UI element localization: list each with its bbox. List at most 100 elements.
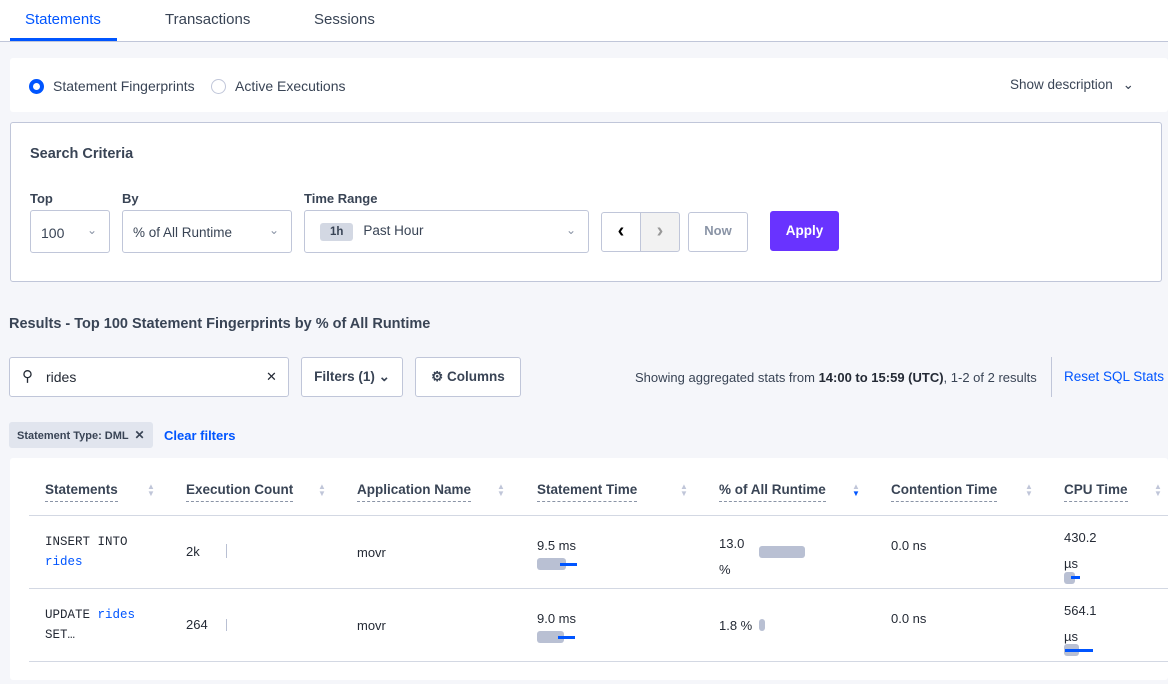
- search-input[interactable]: ⚲ rides ✕: [9, 357, 289, 397]
- sort-icon[interactable]: ▲ ▼: [680, 482, 688, 498]
- runtime-bar: [759, 619, 765, 631]
- cpu-time-deviation: [1071, 576, 1080, 579]
- radio-label-fingerprints[interactable]: Statement Fingerprints: [53, 78, 195, 94]
- remove-filter-icon[interactable]: ✕: [134, 428, 145, 442]
- cpu-time: 430.2 µs: [1064, 525, 1097, 577]
- chevron-down-icon: ⌄: [565, 223, 576, 237]
- time-range-select[interactable]: 1h Past Hour ⌄: [304, 210, 589, 253]
- statement-time-deviation: [558, 636, 575, 639]
- sort-icon[interactable]: ▲ ▼: [147, 482, 155, 498]
- columns-button[interactable]: ⚙ Columns: [415, 357, 521, 397]
- active-tab-indicator: [10, 38, 117, 41]
- cpu-value: 564.1: [1064, 603, 1097, 618]
- search-icon: ⚲: [22, 368, 33, 385]
- time-range-label: Time Range: [304, 191, 378, 206]
- show-description-label: Show description: [1010, 77, 1113, 92]
- column-header-contention-time[interactable]: Contention Time: [891, 482, 998, 502]
- columns-label: Columns: [447, 369, 505, 384]
- sort-icon[interactable]: ▲ ▼: [1025, 482, 1033, 498]
- statement-time: 9.0 ms: [537, 611, 577, 626]
- column-header-execution-count[interactable]: Execution Count: [186, 482, 294, 502]
- runtime-value: 13.0: [719, 536, 745, 551]
- column-header-runtime[interactable]: % of All Runtime: [719, 482, 826, 502]
- contention-time: 0.0 ns: [891, 611, 927, 626]
- sort-icon[interactable]: ▲ ▼: [318, 482, 326, 498]
- top-value: 100: [41, 225, 65, 241]
- chevron-down-icon: ⌄: [1122, 77, 1134, 92]
- statements-table: [10, 458, 1168, 680]
- runtime-bar: [759, 546, 805, 558]
- top-label: Top: [30, 191, 53, 206]
- execution-count: 264: [186, 617, 208, 632]
- statement-time-bar: [537, 631, 564, 643]
- chevron-left-icon: ‹: [617, 220, 625, 242]
- time-badge: 1h: [320, 223, 354, 241]
- show-description-button[interactable]: Show description ⌄: [1010, 77, 1134, 93]
- statement-text[interactable]: INSERT INTO rides: [45, 532, 128, 572]
- sort-icon[interactable]: ▲ ▼: [497, 482, 505, 498]
- time-next-button[interactable]: ›: [640, 212, 680, 252]
- application-name: movr: [357, 545, 386, 560]
- filters-button[interactable]: Filters (1) ⌄: [301, 357, 403, 397]
- execution-count: 2k: [186, 544, 200, 559]
- chevron-down-icon: ⌄: [378, 369, 390, 384]
- column-header-statements[interactable]: Statements: [45, 482, 118, 502]
- statement-link[interactable]: rides: [45, 555, 83, 569]
- stats-suffix: , 1-2 of 2 results: [943, 370, 1037, 385]
- tab-bar: Statements Transactions Sessions: [0, 0, 1168, 42]
- now-button[interactable]: Now: [688, 212, 748, 252]
- stats-summary: Showing aggregated stats from 14:00 to 1…: [635, 370, 1037, 385]
- search-criteria-panel: [10, 122, 1162, 282]
- reset-sql-stats-link[interactable]: Reset SQL Stats: [1064, 369, 1165, 384]
- by-select[interactable]: % of All Runtime ⌄: [122, 210, 292, 253]
- contention-time: 0.0 ns: [891, 538, 927, 553]
- stats-range: 14:00 to 15:59 (UTC): [818, 370, 944, 385]
- runtime-percent: 1.8 %: [719, 618, 753, 633]
- divider: [1051, 357, 1052, 397]
- count-bar: [226, 544, 227, 558]
- cpu-value: 430.2: [1064, 530, 1097, 545]
- time-prev-button[interactable]: ‹: [601, 212, 641, 252]
- search-criteria-title: Search Criteria: [30, 146, 134, 162]
- results-title: Results - Top 100 Statement Fingerprints…: [9, 316, 431, 332]
- chevron-down-icon: ⌄: [86, 223, 97, 237]
- by-value: % of All Runtime: [133, 225, 233, 240]
- count-bar: [226, 619, 227, 631]
- divider: [29, 588, 1168, 589]
- tab-statements[interactable]: Statements: [25, 11, 101, 28]
- top-select[interactable]: 100 ⌄: [30, 210, 110, 253]
- statement-time-bar: [537, 558, 566, 570]
- chevron-down-icon: ⌄: [268, 223, 279, 237]
- chevron-right-icon: ›: [656, 220, 664, 242]
- tab-sessions[interactable]: Sessions: [314, 11, 375, 28]
- tab-transactions[interactable]: Transactions: [165, 11, 251, 28]
- sort-icon[interactable]: ▲ ▼: [1154, 482, 1162, 498]
- sort-desc-icon[interactable]: ▲ ▼: [852, 482, 860, 498]
- filters-label: Filters (1): [314, 369, 375, 384]
- statement-part: SET…: [45, 628, 76, 642]
- column-header-statement-time[interactable]: Statement Time: [537, 482, 638, 502]
- radio-label-active[interactable]: Active Executions: [235, 78, 346, 94]
- cpu-time-bar: [1064, 572, 1075, 584]
- statement-link[interactable]: rides: [97, 608, 136, 622]
- clear-filters-link[interactable]: Clear filters: [164, 428, 236, 443]
- filter-chip-label: Statement Type: DML: [17, 430, 129, 442]
- radio-active-executions[interactable]: [211, 79, 226, 94]
- column-header-cpu-time[interactable]: CPU Time: [1064, 482, 1128, 502]
- apply-button[interactable]: Apply: [770, 211, 839, 251]
- stats-prefix: Showing aggregated stats from: [635, 370, 819, 385]
- statement-text[interactable]: UPDATE rides SET…: [45, 605, 135, 645]
- filter-chip: Statement Type: DML ✕: [9, 422, 153, 448]
- search-value: rides: [46, 369, 77, 385]
- view-toggle-panel: [10, 58, 1168, 112]
- statement-part: INSERT INTO: [45, 535, 128, 549]
- runtime-percent: 13.0%: [719, 531, 744, 583]
- radio-statement-fingerprints[interactable]: [29, 79, 44, 94]
- clear-search-icon[interactable]: ✕: [266, 369, 277, 384]
- by-label: By: [122, 191, 139, 206]
- column-header-application-name[interactable]: Application Name: [357, 482, 472, 502]
- time-value: Past Hour: [363, 223, 424, 238]
- divider: [29, 661, 1168, 662]
- cpu-time: 564.1 µs: [1064, 598, 1097, 650]
- statement-time-deviation: [560, 563, 577, 566]
